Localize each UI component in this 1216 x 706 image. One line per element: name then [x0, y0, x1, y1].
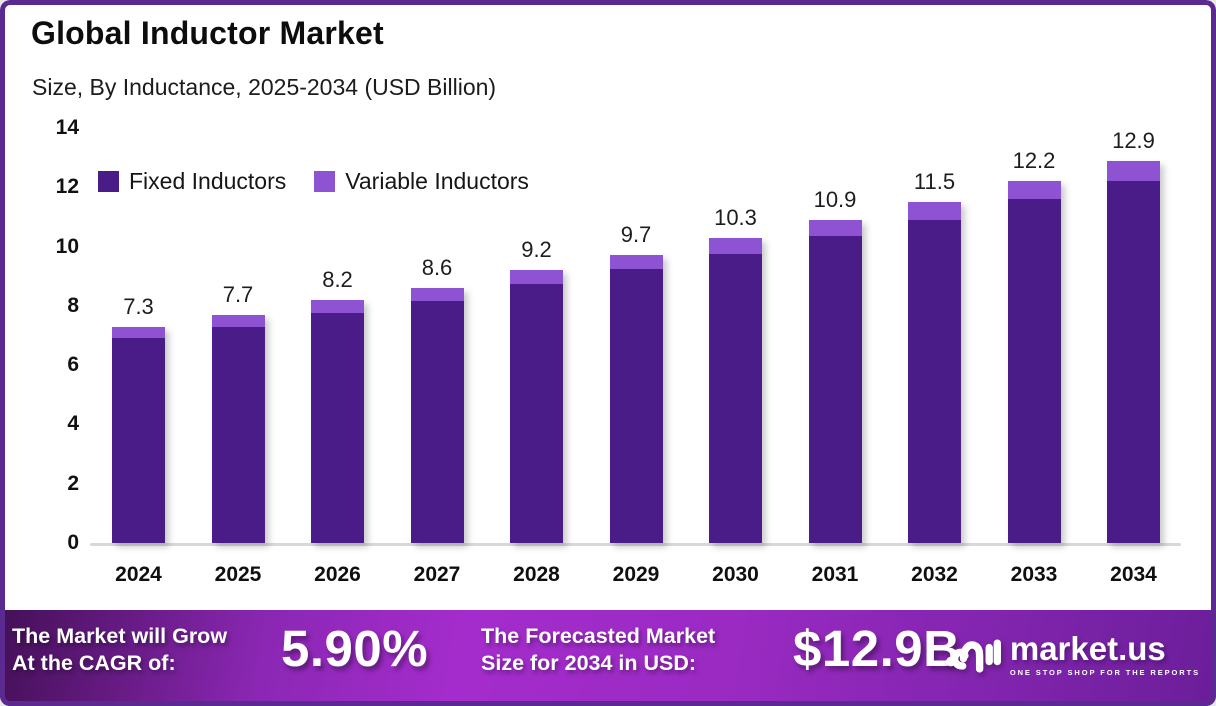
- bar-total-label: 10.3: [714, 204, 757, 230]
- bar-2032: [908, 202, 961, 543]
- bar-2027-fixed-segment: [410, 301, 464, 543]
- bar-2027: [410, 288, 464, 543]
- y-axis-tick-label: 12: [55, 175, 79, 199]
- forecast-label-line1: The Forecasted Market: [481, 624, 716, 648]
- marketus-logo-icon: [945, 626, 1001, 683]
- forecast-value: $12.9B: [793, 620, 961, 677]
- bar-2033-variable-segment: [1007, 181, 1061, 200]
- bar-2029-variable-segment: [609, 255, 663, 269]
- bar-2033-fixed-segment: [1007, 199, 1061, 543]
- x-axis-category-label: 2026: [314, 563, 361, 586]
- bar-2026-fixed-segment: [311, 313, 364, 543]
- bar-total-label: 7.3: [123, 293, 154, 319]
- x-axis-category-label: 2027: [413, 563, 461, 586]
- cagr-label-line1: The Market will Grow: [12, 624, 228, 648]
- bar-2030-fixed-segment: [709, 254, 762, 543]
- legend-label: Variable Inductors: [345, 168, 529, 194]
- bar-2025: [211, 314, 265, 543]
- bar-total-label: 10.9: [813, 186, 857, 212]
- forecast-label: The Forecasted Market Size for 2034 in U…: [481, 623, 715, 677]
- bar-total-label: 9.2: [521, 237, 552, 263]
- bar-total-label: 8.6: [421, 255, 453, 281]
- bar-2032-variable-segment: [908, 202, 961, 220]
- bar-2031: [808, 219, 862, 543]
- bar-2026-variable-segment: [311, 299, 364, 314]
- legend-swatch-icon: [98, 171, 119, 192]
- bar-2027-variable-segment: [410, 288, 464, 302]
- y-axis-tick-label: 8: [67, 293, 79, 317]
- cagr-label: The Market will Grow At the CAGR of:: [12, 623, 227, 677]
- bar-2026: [311, 299, 364, 543]
- bar-2030-variable-segment: [709, 237, 762, 254]
- bar-total-label: 12.9: [1112, 127, 1155, 153]
- y-axis-tick-label: 0: [67, 531, 79, 554]
- page-title: Global Inductor Market: [31, 15, 384, 51]
- bar-2028-variable-segment: [510, 270, 563, 284]
- y-axis-tick-label: 14: [55, 116, 79, 140]
- x-axis-category-label: 2032: [911, 563, 958, 586]
- bar-chart: Fixed Inductors Variable Inductors 0 2 4 6 8 1…: [5, 5, 1211, 610]
- x-axis-category-label: 2031: [811, 563, 859, 586]
- bar-2028-fixed-segment: [510, 283, 563, 543]
- chart-subtitle: Size, By Inductance, 2025-2034 (USD Bill…: [32, 74, 497, 100]
- bar-2029: [609, 255, 663, 543]
- x-axis-category-label: 2024: [115, 563, 162, 586]
- bar-2029-fixed-segment: [609, 268, 663, 543]
- legend-label: Fixed Inductors: [129, 168, 287, 194]
- bar-total-label: 9.7: [620, 222, 652, 248]
- bar-2031-variable-segment: [808, 219, 862, 237]
- bar-2025-fixed-segment: [211, 326, 265, 543]
- x-axis-category-label: 2033: [1010, 563, 1058, 586]
- legend-swatch-icon: [314, 171, 336, 192]
- x-axis-category-label: 2025: [214, 563, 262, 586]
- cagr-value: 5.90%: [281, 620, 429, 677]
- bar-2034-variable-segment: [1107, 160, 1160, 182]
- chart-legend: Fixed Inductors Variable Inductors: [98, 168, 529, 195]
- legend-item-variable-inductors: Variable Inductors: [314, 168, 529, 195]
- bar-2031-fixed-segment: [808, 236, 862, 543]
- bar-2028: [510, 270, 563, 543]
- bar-2024-fixed-segment: [112, 338, 165, 543]
- bar-2025-variable-segment: [211, 314, 265, 327]
- bar-2033: [1007, 181, 1061, 543]
- bar-total-label: 7.7: [222, 281, 254, 307]
- bar-total-label: 11.5: [913, 169, 956, 195]
- bar-2024-variable-segment: [112, 326, 165, 339]
- y-axis-tick-label: 2: [67, 471, 79, 495]
- marketus-logo-tagline: ONE STOP SHOP FOR THE REPORTS: [1009, 668, 1200, 677]
- bar-total-label: 8.2: [322, 266, 353, 292]
- marketus-logo: market.us ONE STOP SHOP FOR THE REPORTS: [945, 626, 1200, 683]
- x-axis-category-label: 2028: [513, 563, 560, 586]
- y-axis-tick-label: 4: [67, 412, 79, 436]
- legend-item-fixed-inductors: Fixed Inductors: [98, 168, 286, 195]
- bar-2034: [1107, 160, 1160, 543]
- bar-2030: [709, 237, 762, 543]
- bar-2024: [112, 326, 165, 543]
- chart-panel: Global Inductor Market Size, By Inductan…: [5, 5, 1211, 610]
- cagr-label-line2: At the CAGR of:: [12, 651, 176, 675]
- y-axis-tick-label: 6: [67, 353, 79, 377]
- x-axis-baseline: [90, 543, 1181, 546]
- bar-total-label: 12.2: [1012, 148, 1056, 174]
- footer-banner: The Market will Grow At the CAGR of: 5.9…: [0, 610, 1216, 706]
- x-axis-category-label: 2029: [612, 563, 660, 586]
- x-axis-category-label: 2034: [1110, 563, 1157, 586]
- marketus-logo-text: market.us: [1009, 630, 1166, 667]
- y-axis-tick-label: 10: [55, 234, 79, 258]
- bar-2034-fixed-segment: [1107, 181, 1160, 543]
- forecast-label-line2: Size for 2034 in USD:: [481, 651, 697, 675]
- bar-2032-fixed-segment: [908, 219, 961, 543]
- x-axis-category-label: 2030: [712, 563, 759, 586]
